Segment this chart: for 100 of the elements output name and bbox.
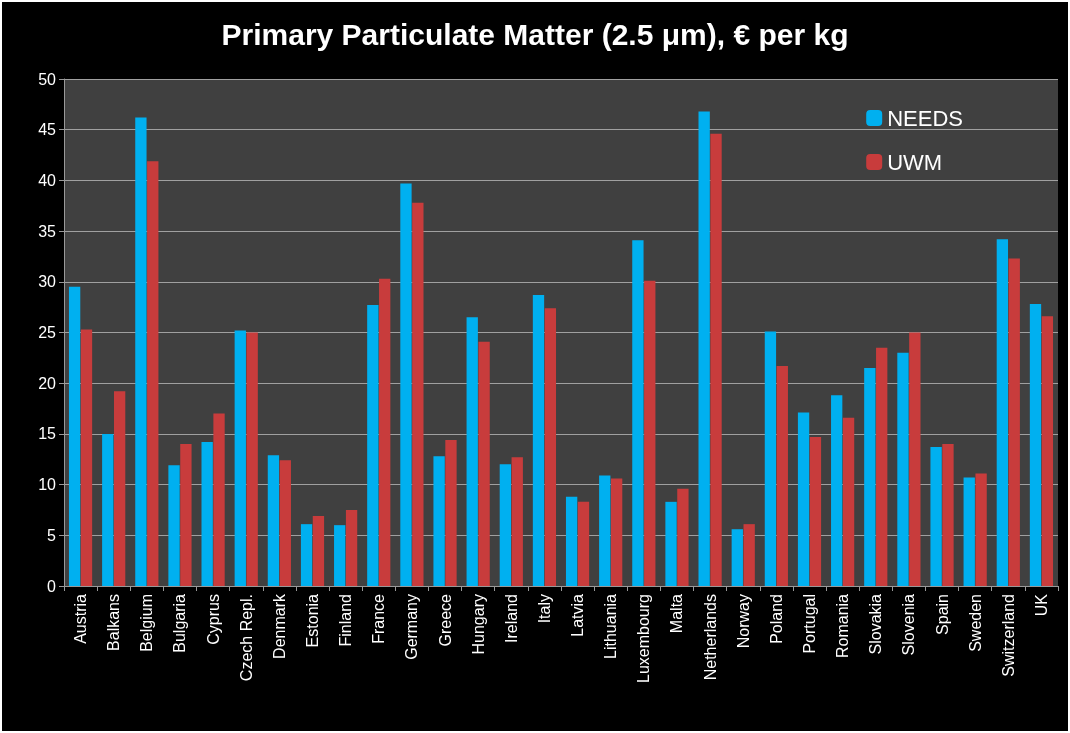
bar bbox=[532, 294, 545, 586]
bar bbox=[466, 317, 478, 586]
x-tick-label: Slovenia bbox=[900, 593, 918, 656]
bar bbox=[312, 516, 325, 586]
x-tick-label: Malta bbox=[668, 593, 686, 634]
x-tick-label: Italy bbox=[535, 594, 553, 624]
x-tick-label: Netherlands bbox=[701, 594, 719, 681]
bar bbox=[996, 239, 1009, 586]
x-tick-label: Spain bbox=[933, 594, 951, 635]
x-tick-label: Romania bbox=[834, 593, 852, 659]
legend-label: UWM bbox=[887, 149, 943, 175]
bar bbox=[731, 529, 743, 586]
x-tick-label: Belgium bbox=[138, 594, 156, 652]
bar bbox=[864, 367, 876, 586]
bar bbox=[279, 460, 291, 586]
y-tick-label: 25 bbox=[38, 324, 57, 341]
x-tick-label: Ireland bbox=[502, 594, 520, 643]
x-tick-label: Hungary bbox=[469, 594, 487, 655]
bar bbox=[147, 161, 159, 586]
bar bbox=[632, 240, 644, 586]
bar bbox=[565, 496, 578, 586]
bar bbox=[168, 465, 180, 586]
x-tick-label: Estonia bbox=[304, 593, 321, 648]
bar bbox=[698, 111, 710, 586]
bar bbox=[831, 395, 843, 586]
y-tick-label: 15 bbox=[38, 425, 57, 443]
y-tick-label: 20 bbox=[38, 374, 57, 392]
x-tick-label: Lithuania bbox=[602, 593, 620, 659]
bar bbox=[610, 478, 623, 586]
bar bbox=[809, 436, 822, 586]
x-tick-label: Slovakia bbox=[867, 593, 885, 655]
bar bbox=[511, 457, 523, 586]
x-tick-label: Cyprus bbox=[204, 594, 222, 645]
bar bbox=[499, 464, 512, 586]
bar bbox=[897, 352, 909, 586]
x-tick-label: Denmark bbox=[270, 593, 288, 659]
bar bbox=[797, 412, 810, 586]
legend-label: NEEDS bbox=[887, 105, 963, 131]
bar bbox=[300, 524, 313, 586]
x-tick-label: Greece bbox=[436, 593, 454, 647]
x-tick-label: UK bbox=[1032, 593, 1050, 617]
bar bbox=[963, 477, 975, 586]
x-tick-label: Norway bbox=[734, 594, 752, 649]
bar bbox=[478, 341, 490, 586]
y-tick-label: 40 bbox=[38, 171, 57, 189]
bar bbox=[400, 183, 412, 586]
x-tick-label: Latvia bbox=[569, 593, 587, 637]
bar bbox=[234, 330, 246, 586]
x-tick-label: France bbox=[370, 593, 388, 644]
chart-title: Primary Particulate Matter (2.5 μm), € per kg bbox=[221, 17, 849, 51]
y-tick-label: 5 bbox=[47, 526, 57, 544]
bar bbox=[68, 286, 81, 586]
y-tick-label: 0 bbox=[47, 577, 57, 595]
x-tick-label: Finland bbox=[337, 594, 355, 647]
bar bbox=[930, 447, 942, 586]
x-tick-label: Germany bbox=[403, 594, 421, 660]
bar bbox=[942, 444, 954, 586]
bar bbox=[544, 308, 557, 586]
bar bbox=[379, 278, 391, 586]
bar bbox=[665, 501, 677, 586]
bar bbox=[201, 442, 213, 586]
bar bbox=[1008, 258, 1020, 586]
bar bbox=[677, 488, 689, 586]
bar bbox=[102, 433, 114, 586]
y-tick-label: 30 bbox=[38, 273, 57, 291]
bar bbox=[776, 365, 788, 586]
y-tick-label: 45 bbox=[38, 121, 57, 139]
bar bbox=[599, 475, 611, 586]
bar bbox=[334, 525, 346, 586]
bar bbox=[1029, 304, 1042, 586]
y-tick-label: 50 bbox=[38, 70, 57, 88]
bar bbox=[345, 509, 358, 586]
x-tick-label: Switzerland bbox=[999, 594, 1017, 677]
bar bbox=[433, 456, 445, 586]
y-tick-label: 35 bbox=[38, 222, 57, 240]
bar bbox=[246, 332, 258, 586]
bar bbox=[213, 413, 225, 586]
x-tick-label: Luxembourg bbox=[635, 594, 653, 683]
bar bbox=[180, 444, 192, 586]
bar bbox=[135, 117, 147, 586]
bar bbox=[367, 305, 379, 586]
x-tick-label: Czech Repl. bbox=[237, 594, 255, 682]
bar bbox=[975, 473, 987, 586]
bar bbox=[80, 329, 93, 586]
bar bbox=[909, 332, 921, 586]
x-tick-label: Bulgaria bbox=[171, 593, 189, 653]
bar bbox=[764, 331, 777, 586]
bar bbox=[842, 417, 855, 586]
bar bbox=[644, 280, 656, 586]
x-tick-label: Balkans bbox=[105, 594, 123, 651]
y-tick-label: 10 bbox=[38, 476, 57, 494]
x-tick-label: Poland bbox=[767, 594, 785, 644]
x-tick-label: Austria bbox=[72, 593, 90, 644]
bar bbox=[113, 391, 126, 586]
bar bbox=[412, 202, 424, 586]
x-tick-label: Sweden bbox=[966, 594, 984, 652]
bar bbox=[1041, 316, 1054, 586]
bar bbox=[445, 439, 457, 586]
x-tick-label: Portugal bbox=[801, 594, 818, 654]
bar bbox=[267, 455, 280, 586]
